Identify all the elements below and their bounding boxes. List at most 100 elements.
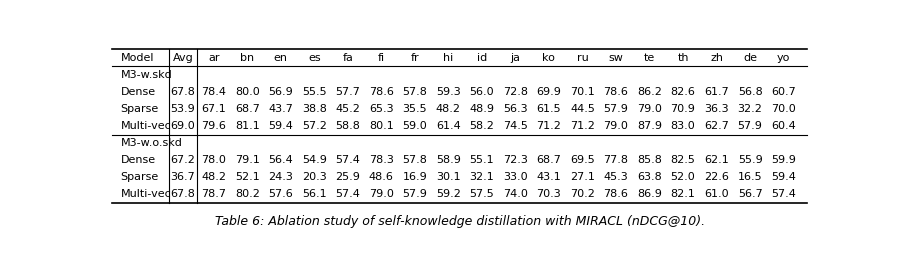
Text: 45.2: 45.2 — [335, 104, 361, 114]
Text: 71.2: 71.2 — [570, 121, 595, 131]
Text: Model: Model — [120, 53, 154, 63]
Text: Table 6: Ablation study of self-knowledge distillation with MIRACL (nDCG@10).: Table 6: Ablation study of self-knowledg… — [214, 215, 705, 228]
Text: th: th — [677, 53, 689, 63]
Text: 53.9: 53.9 — [170, 104, 196, 114]
Text: hi: hi — [443, 53, 454, 63]
Text: 79.1: 79.1 — [235, 155, 259, 165]
Text: 67.1: 67.1 — [201, 104, 226, 114]
Text: 56.4: 56.4 — [268, 155, 293, 165]
Text: yo: yo — [777, 53, 790, 63]
Text: 79.0: 79.0 — [369, 189, 394, 199]
Text: 54.9: 54.9 — [301, 155, 327, 165]
Text: ru: ru — [577, 53, 588, 63]
Text: 48.2: 48.2 — [436, 104, 461, 114]
Text: ar: ar — [208, 53, 220, 63]
Text: 33.0: 33.0 — [503, 172, 527, 182]
Text: 80.2: 80.2 — [235, 189, 259, 199]
Text: 20.3: 20.3 — [302, 172, 327, 182]
Text: 57.2: 57.2 — [301, 121, 327, 131]
Text: 67.8: 67.8 — [170, 87, 196, 97]
Text: 78.6: 78.6 — [604, 189, 629, 199]
Text: 70.1: 70.1 — [570, 87, 595, 97]
Text: 57.9: 57.9 — [604, 104, 629, 114]
Text: 57.6: 57.6 — [268, 189, 293, 199]
Text: 56.9: 56.9 — [268, 87, 293, 97]
Text: ja: ja — [510, 53, 520, 63]
Text: 48.6: 48.6 — [369, 172, 394, 182]
Text: 69.9: 69.9 — [536, 87, 562, 97]
Text: 67.8: 67.8 — [170, 189, 196, 199]
Text: 55.1: 55.1 — [469, 155, 494, 165]
Text: 69.0: 69.0 — [170, 121, 196, 131]
Text: 22.6: 22.6 — [704, 172, 729, 182]
Text: 83.0: 83.0 — [671, 121, 695, 131]
Text: 43.1: 43.1 — [536, 172, 562, 182]
Text: 68.7: 68.7 — [536, 155, 562, 165]
Text: 32.2: 32.2 — [737, 104, 762, 114]
Text: ko: ko — [543, 53, 555, 63]
Text: te: te — [644, 53, 655, 63]
Text: 61.7: 61.7 — [704, 87, 729, 97]
Text: 72.8: 72.8 — [503, 87, 528, 97]
Text: 57.5: 57.5 — [469, 189, 494, 199]
Text: 60.7: 60.7 — [771, 87, 796, 97]
Text: M3-w.o.skd: M3-w.o.skd — [120, 138, 182, 148]
Text: zh: zh — [710, 53, 723, 63]
Text: Multi-vec: Multi-vec — [120, 121, 171, 131]
Text: 55.5: 55.5 — [302, 87, 327, 97]
Text: 70.2: 70.2 — [570, 189, 595, 199]
Text: 59.3: 59.3 — [436, 87, 461, 97]
Text: 63.8: 63.8 — [637, 172, 662, 182]
Text: sw: sw — [608, 53, 623, 63]
Text: 61.4: 61.4 — [436, 121, 461, 131]
Text: 85.8: 85.8 — [637, 155, 662, 165]
Text: en: en — [274, 53, 288, 63]
Text: fr: fr — [411, 53, 419, 63]
Text: fi: fi — [378, 53, 385, 63]
Text: 56.0: 56.0 — [469, 87, 494, 97]
Text: 43.7: 43.7 — [268, 104, 293, 114]
Text: 61.5: 61.5 — [536, 104, 562, 114]
Text: 57.4: 57.4 — [335, 155, 361, 165]
Text: 78.7: 78.7 — [201, 189, 226, 199]
Text: Multi-vec: Multi-vec — [120, 189, 171, 199]
Text: 56.8: 56.8 — [737, 87, 762, 97]
Text: 57.4: 57.4 — [771, 189, 796, 199]
Text: 44.5: 44.5 — [570, 104, 595, 114]
Text: 77.8: 77.8 — [604, 155, 629, 165]
Text: 78.6: 78.6 — [604, 87, 629, 97]
Text: 25.9: 25.9 — [335, 172, 361, 182]
Text: 27.1: 27.1 — [570, 172, 595, 182]
Text: 82.5: 82.5 — [671, 155, 695, 165]
Text: 70.9: 70.9 — [671, 104, 695, 114]
Text: 86.2: 86.2 — [637, 87, 662, 97]
Text: 59.4: 59.4 — [268, 121, 293, 131]
Text: Avg: Avg — [172, 53, 194, 63]
Text: 79.0: 79.0 — [637, 104, 662, 114]
Text: Sparse: Sparse — [120, 104, 159, 114]
Text: 79.6: 79.6 — [201, 121, 226, 131]
Text: 61.0: 61.0 — [704, 189, 729, 199]
Text: id: id — [477, 53, 487, 63]
Text: 57.7: 57.7 — [335, 87, 361, 97]
Text: 60.4: 60.4 — [771, 121, 796, 131]
Text: 52.1: 52.1 — [235, 172, 259, 182]
Text: 52.0: 52.0 — [671, 172, 695, 182]
Text: 58.8: 58.8 — [335, 121, 361, 131]
Text: 58.9: 58.9 — [436, 155, 461, 165]
Text: 16.5: 16.5 — [737, 172, 762, 182]
Text: 86.9: 86.9 — [637, 189, 662, 199]
Text: 48.2: 48.2 — [201, 172, 226, 182]
Text: 78.4: 78.4 — [201, 87, 226, 97]
Text: 82.1: 82.1 — [671, 189, 695, 199]
Text: 56.7: 56.7 — [737, 189, 762, 199]
Text: bn: bn — [240, 53, 254, 63]
Text: 57.8: 57.8 — [403, 87, 427, 97]
Text: Dense: Dense — [120, 87, 155, 97]
Text: 59.0: 59.0 — [403, 121, 427, 131]
Text: 36.3: 36.3 — [704, 104, 729, 114]
Text: 58.2: 58.2 — [469, 121, 494, 131]
Text: 62.1: 62.1 — [704, 155, 729, 165]
Text: 57.9: 57.9 — [737, 121, 762, 131]
Text: 67.2: 67.2 — [170, 155, 196, 165]
